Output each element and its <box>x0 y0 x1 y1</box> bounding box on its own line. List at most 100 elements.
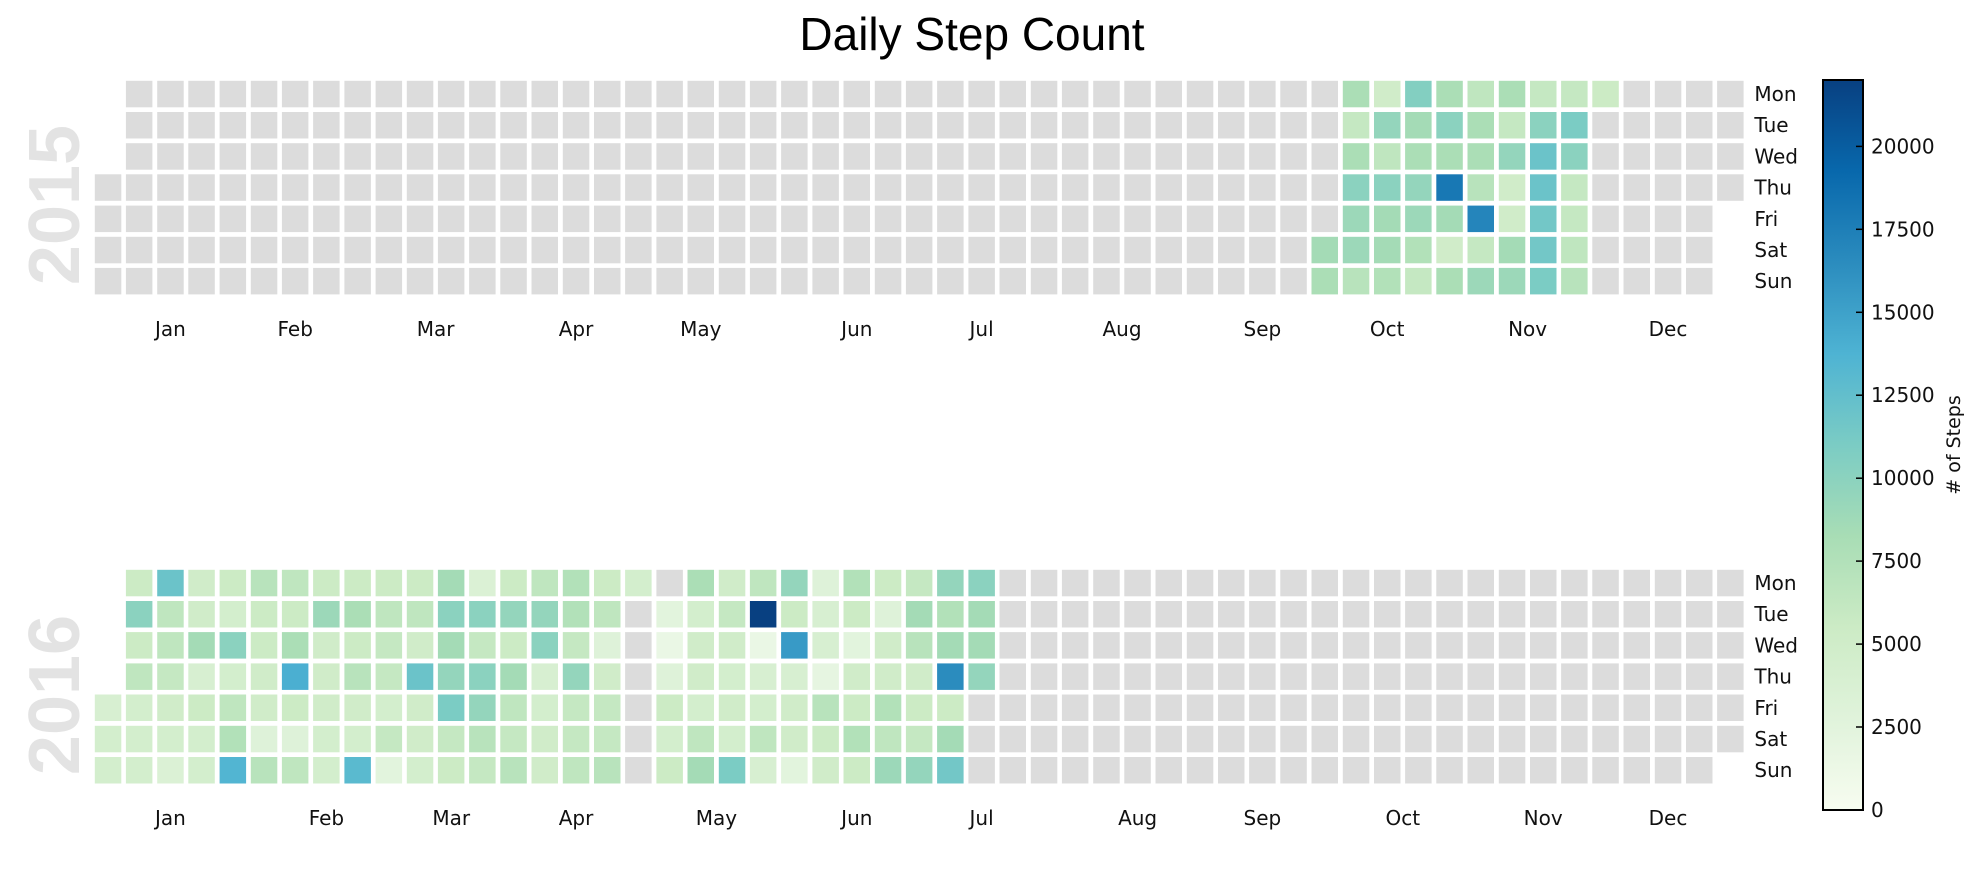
day-cell <box>313 663 340 690</box>
day-cell <box>157 237 184 263</box>
day-cell <box>750 112 777 139</box>
day-cell <box>1187 601 1214 628</box>
weekday-label: Fri <box>1754 207 1778 231</box>
day-cell <box>1249 174 1276 201</box>
day-cell <box>1374 143 1401 170</box>
day-cell <box>251 174 277 201</box>
weekday-label: Sat <box>1754 727 1787 751</box>
day-cell <box>1124 570 1151 597</box>
day-cell <box>1218 143 1245 170</box>
day-cell <box>1592 174 1619 201</box>
day-cell <box>656 143 683 170</box>
day-cell <box>1624 757 1651 784</box>
day-cell <box>1374 601 1401 628</box>
day-cell <box>188 570 215 597</box>
day-cell <box>875 632 902 659</box>
day-cell <box>1280 757 1307 784</box>
day-cell <box>1655 663 1682 690</box>
day-cell <box>1124 206 1151 233</box>
day-cell <box>563 112 590 139</box>
day-cell <box>1093 726 1120 753</box>
day-cell <box>1343 112 1370 139</box>
day-cell <box>906 570 933 597</box>
weekday-label: Sun <box>1754 758 1792 782</box>
day-cell <box>968 695 995 722</box>
day-cell <box>532 268 559 295</box>
day-cell <box>594 112 621 139</box>
day-cell <box>1000 663 1027 690</box>
month-label: Feb <box>309 806 344 830</box>
day-cell <box>656 268 683 295</box>
day-cell <box>1655 601 1682 628</box>
day-cell <box>313 268 340 295</box>
day-cell <box>1000 632 1027 659</box>
day-cell <box>1312 570 1339 597</box>
day-cell <box>688 601 715 628</box>
day-cell <box>251 206 277 233</box>
day-cell <box>1468 81 1495 108</box>
day-cell <box>157 663 184 690</box>
day-cell <box>282 81 309 108</box>
colorbar-axis-label: # of Steps <box>1943 395 1965 494</box>
day-cell <box>1499 726 1526 753</box>
month-label: Nov <box>1508 317 1547 341</box>
day-cell <box>1280 143 1307 170</box>
day-cell <box>1592 695 1619 722</box>
day-cell <box>438 663 465 690</box>
colorbar-ticks: 0 2500 5000 7500 10000 12500 15000 17500 20000 <box>1856 134 1935 822</box>
day-cell <box>1624 663 1651 690</box>
day-cell <box>1031 206 1058 233</box>
day-cell <box>1031 632 1058 659</box>
day-cell <box>1187 726 1214 753</box>
day-cell <box>95 174 122 201</box>
day-cell <box>1717 143 1744 170</box>
day-cell <box>1124 601 1151 628</box>
day-cell <box>1187 570 1214 597</box>
day-cell <box>1592 206 1619 233</box>
day-cell <box>95 268 122 295</box>
day-cell <box>126 268 152 295</box>
day-cell <box>1218 570 1245 597</box>
day-cell <box>1280 726 1307 753</box>
day-cell <box>438 237 465 263</box>
day-cell <box>1499 757 1526 784</box>
day-cell <box>1218 112 1245 139</box>
day-cell <box>656 174 683 201</box>
day-cell <box>844 268 871 295</box>
day-cell <box>594 570 621 597</box>
day-cell <box>1436 726 1463 753</box>
day-cell <box>376 632 403 659</box>
day-cell <box>1093 206 1120 233</box>
day-cell <box>844 143 871 170</box>
chart-title: Daily Step Count <box>799 8 1144 60</box>
colorbar-tick-label: 2500 <box>1871 715 1922 739</box>
day-cell <box>251 570 277 597</box>
day-cell <box>1343 206 1370 233</box>
day-cell <box>1405 143 1432 170</box>
day-cell <box>563 237 590 263</box>
day-cell <box>625 632 652 659</box>
day-cell <box>906 268 933 295</box>
day-cell <box>500 174 527 201</box>
day-cell <box>1280 632 1307 659</box>
day-cell <box>1530 143 1557 170</box>
day-cell <box>688 81 715 108</box>
day-cell <box>1686 174 1713 201</box>
day-cell <box>407 112 434 139</box>
day-cell <box>1062 268 1089 295</box>
day-cell <box>1280 174 1307 201</box>
day-cell <box>220 237 247 263</box>
day-cell <box>188 726 215 753</box>
day-cell <box>1249 570 1276 597</box>
day-cell <box>1686 81 1713 108</box>
day-cell <box>594 268 621 295</box>
day-cell <box>469 81 496 108</box>
day-cell <box>594 663 621 690</box>
day-cell <box>1655 112 1682 139</box>
day-cell <box>344 81 371 108</box>
day-cell <box>1405 81 1432 108</box>
day-cell <box>407 206 434 233</box>
day-cell <box>1468 112 1495 139</box>
day-cell <box>844 206 871 233</box>
day-cell <box>313 695 340 722</box>
